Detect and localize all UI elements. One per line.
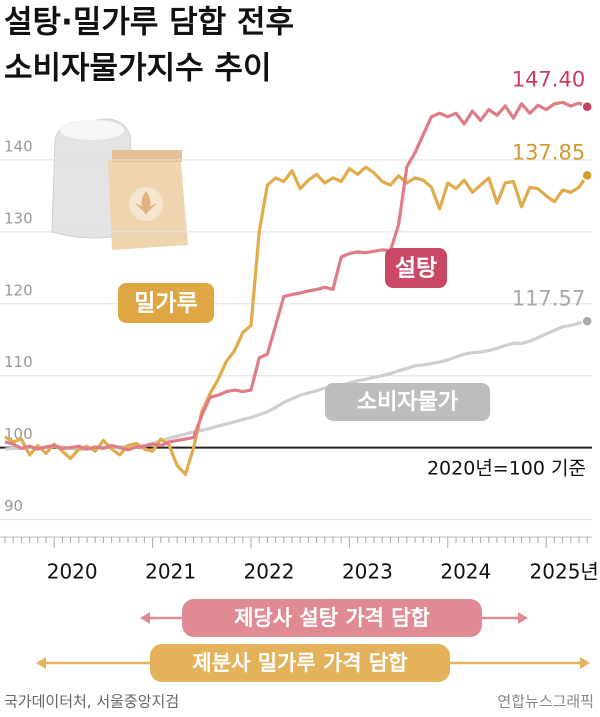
annotation-box: [150, 644, 450, 682]
legend-label: 설탕: [395, 256, 437, 282]
x-tick-label: 2020: [47, 560, 98, 584]
data-label: 137.85: [512, 140, 585, 164]
series-line: [4, 319, 588, 452]
chart-title: 설탕·밀가루 담합 전후: [4, 5, 294, 41]
arrow-head: [580, 657, 590, 669]
x-tick-label: 2024: [440, 560, 491, 584]
legend-box: [325, 383, 490, 421]
end-dot: [581, 169, 593, 182]
series-line: [4, 165, 589, 476]
bag-illustration: [51, 118, 188, 250]
end-dot: [581, 100, 593, 113]
x-tick-label: 2025년: [530, 560, 599, 584]
arrow-head: [140, 612, 150, 624]
end-dot: [581, 315, 593, 328]
credit: 연합뉴스그래픽: [497, 693, 594, 711]
annotation-box: [182, 599, 482, 637]
x-tick-label: 2023: [342, 560, 393, 584]
y-tick-label: 140: [4, 137, 33, 155]
x-tick-label: 2022: [244, 560, 295, 584]
annotation-text: 제당사 설탕 가격 담합: [234, 606, 430, 630]
y-tick-label: 100: [4, 425, 33, 443]
x-tick-label: 2021: [145, 560, 196, 584]
chart-title: 소비자물가지수 추이: [4, 51, 271, 87]
y-tick-label: 130: [4, 209, 33, 227]
arrow-head: [36, 657, 46, 669]
y-tick-label: 110: [4, 353, 33, 371]
y-tick-label: 90: [4, 497, 23, 515]
source: 국가데이터처, 서울중앙지검: [4, 693, 179, 711]
annotation-text: 제분사 밀가루 가격 담합: [192, 651, 407, 675]
legend-box: [385, 248, 447, 288]
note: 2020년=100 기준: [427, 458, 586, 480]
y-tick-label: 120: [4, 281, 33, 299]
legend-label: 밀가루: [134, 291, 197, 317]
data-label: 147.40: [512, 68, 585, 92]
series-line: [4, 100, 588, 452]
legend-box: [118, 283, 214, 323]
arrow-head: [518, 612, 528, 624]
data-label: 117.57: [512, 286, 585, 310]
legend-label: 소비자물가: [357, 390, 458, 415]
